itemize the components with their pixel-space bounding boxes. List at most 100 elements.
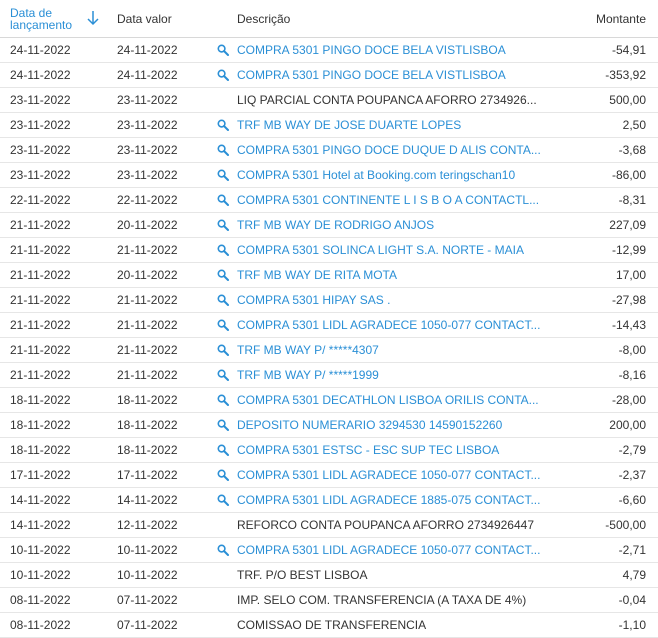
data-lancamento-cell: 21-11-2022 [10,343,71,357]
description-link[interactable]: COMPRA 5301 DECATHLON LISBOA ORILIS CONT… [237,393,539,407]
table-body: 24-11-2022 24-11-2022 COMPRA 5301 PINGO DO… [0,38,658,638]
table-row[interactable]: 10-11-2022 10-11-2022 COMPRA 5301 LIDL AGR… [0,538,658,563]
data-lancamento-cell: 21-11-2022 [10,243,71,257]
search-icon[interactable] [217,388,233,412]
table-row[interactable]: 23-11-2022 23-11-2022 LIQ PARCIAL CONTA PO… [0,88,658,113]
montante-cell: -8,16 [618,368,646,382]
montante-cell: -6,60 [618,493,646,507]
description-link[interactable]: TRF MB WAY P/ *****1999 [237,368,379,382]
data-lancamento-cell: 21-11-2022 [10,293,71,307]
search-icon[interactable] [217,313,233,337]
table-row[interactable]: 21-11-2022 21-11-2022 TRF MB WAY P/ *****4… [0,338,658,363]
table-row[interactable]: 18-11-2022 18-11-2022 COMPRA 5301 ESTSC - … [0,438,658,463]
table-row[interactable]: 23-11-2022 23-11-2022 TRF MB WAY DE JOSE D… [0,113,658,138]
table-row[interactable]: 08-11-2022 07-11-2022 IMP. SELO COM. TRANS… [0,588,658,613]
description-link[interactable]: TRF MB WAY DE RITA MOTA [237,268,398,282]
table-row[interactable]: 08-11-2022 07-11-2022 COMISSAO DE TRANSFER… [0,613,658,638]
table-row[interactable]: 22-11-2022 22-11-2022 COMPRA 5301 CONTINEN… [0,188,658,213]
table-row[interactable]: 23-11-2022 23-11-2022 COMPRA 5301 Hotel at… [0,163,658,188]
description-link[interactable]: TRF MB WAY P/ *****4307 [237,343,379,357]
montante-cell: -1,10 [618,618,646,632]
data-valor-cell: 18-11-2022 [117,418,178,432]
table-row[interactable]: 21-11-2022 21-11-2022 COMPRA 5301 SOLINCA … [0,238,658,263]
search-icon[interactable] [217,288,233,312]
data-lancamento-cell: 24-11-2022 [10,43,71,57]
description-link[interactable]: COMPRA 5301 PINGO DOCE BELA VISTLISBOA [237,43,506,57]
data-lancamento-cell: 21-11-2022 [10,368,71,382]
data-valor-cell: 12-11-2022 [117,518,178,532]
data-lancamento-cell: 23-11-2022 [10,118,71,132]
table-row[interactable]: 17-11-2022 17-11-2022 COMPRA 5301 LIDL AGR… [0,463,658,488]
description-link[interactable]: COMPRA 5301 LIDL AGRADECE 1885-075 CONTA… [237,493,541,507]
data-lancamento-cell: 14-11-2022 [10,493,71,507]
data-lancamento-cell: 24-11-2022 [10,68,71,82]
data-valor-cell: 07-11-2022 [117,593,178,607]
table-row[interactable]: 24-11-2022 24-11-2022 COMPRA 5301 PINGO DO… [0,38,658,63]
column-header-data-valor[interactable]: Data valor [117,11,172,26]
data-valor-cell: 23-11-2022 [117,93,178,107]
data-valor-cell: 21-11-2022 [117,343,178,357]
table-row[interactable]: 18-11-2022 18-11-2022 DEPOSITO NUMERARIO 3… [0,413,658,438]
data-valor-cell: 10-11-2022 [117,543,178,557]
description-link[interactable]: COMPRA 5301 Hotel at Booking.com terings… [237,168,516,182]
search-icon[interactable] [217,38,233,62]
description-link[interactable]: TRF MB WAY DE RODRIGO ANJOS [237,218,435,232]
column-header-data-lancamento[interactable]: Data de lançamento [10,0,110,37]
table-row[interactable]: 24-11-2022 24-11-2022 COMPRA 5301 PINGO DO… [0,63,658,88]
search-icon[interactable] [217,188,233,212]
table-row[interactable]: 23-11-2022 23-11-2022 COMPRA 5301 PINGO DO… [0,138,658,163]
data-lancamento-cell: 23-11-2022 [10,168,71,182]
description-link[interactable]: COMPRA 5301 CONTINENTE L I S B O A CONTA… [237,193,540,207]
montante-cell: 2,50 [622,118,646,132]
data-lancamento-cell: 21-11-2022 [10,218,71,232]
montante-cell: 500,00 [609,93,646,107]
search-icon[interactable] [217,138,233,162]
search-icon[interactable] [217,363,233,387]
table-row[interactable]: 21-11-2022 20-11-2022 TRF MB WAY DE RITA M… [0,263,658,288]
table-row[interactable]: 21-11-2022 20-11-2022 TRF MB WAY DE RODRIG… [0,213,658,238]
data-valor-cell: 20-11-2022 [117,268,178,282]
data-valor-cell: 14-11-2022 [117,493,178,507]
data-lancamento-cell: 18-11-2022 [10,393,71,407]
description-text: IMP. SELO COM. TRANSFERENCIA (A TAXA DE … [237,593,527,607]
description-link[interactable]: TRF MB WAY DE JOSE DUARTE LOPES [237,118,462,132]
description-link[interactable]: COMPRA 5301 PINGO DOCE BELA VISTLISBOA [237,68,506,82]
search-icon[interactable] [217,63,233,87]
search-icon[interactable] [217,463,233,487]
montante-cell: -8,31 [618,193,646,207]
table-row[interactable]: 21-11-2022 21-11-2022 COMPRA 5301 HIPAY SA… [0,288,658,313]
description-link[interactable]: COMPRA 5301 LIDL AGRADECE 1050-077 CONTA… [237,543,541,557]
column-header-descricao[interactable]: Descrição [237,11,291,26]
description-link[interactable]: COMPRA 5301 LIDL AGRADECE 1050-077 CONTA… [237,468,541,482]
search-icon[interactable] [217,488,233,512]
search-icon[interactable] [217,438,233,462]
table-row[interactable]: 14-11-2022 12-11-2022 REFORCO CONTA POUPAN… [0,513,658,538]
table-row[interactable]: 14-11-2022 14-11-2022 COMPRA 5301 LIDL AGR… [0,488,658,513]
search-icon[interactable] [217,238,233,262]
table-row[interactable]: 21-11-2022 21-11-2022 TRF MB WAY P/ *****1… [0,363,658,388]
montante-cell: -2,37 [618,468,646,482]
table-row[interactable]: 21-11-2022 21-11-2022 COMPRA 5301 LIDL AGR… [0,313,658,338]
montante-cell: -8,00 [618,343,646,357]
montante-cell: 17,00 [615,268,646,282]
montante-cell: -54,91 [611,43,646,57]
table-row[interactable]: 18-11-2022 18-11-2022 COMPRA 5301 DECATHLO… [0,388,658,413]
search-icon[interactable] [217,113,233,137]
search-icon[interactable] [217,413,233,437]
data-valor-cell: 18-11-2022 [117,443,178,457]
description-link[interactable]: COMPRA 5301 HIPAY SAS . [237,293,391,307]
search-icon[interactable] [217,338,233,362]
description-link[interactable]: COMPRA 5301 SOLINCA LIGHT S.A. NORTE - M… [237,243,524,257]
table-row[interactable]: 10-11-2022 10-11-2022 TRF. P/O BEST LISBOA… [0,563,658,588]
column-header-montante[interactable]: Montante [595,11,646,26]
search-icon[interactable] [217,263,233,287]
description-link[interactable]: COMPRA 5301 LIDL AGRADECE 1050-077 CONTA… [237,318,541,332]
search-icon[interactable] [217,213,233,237]
description-link[interactable]: COMPRA 5301 ESTSC - ESC SUP TEC LISBOA [237,443,500,457]
sort-arrow-down-icon[interactable] [86,9,100,27]
montante-cell: 4,79 [622,568,646,582]
search-icon[interactable] [217,538,233,562]
description-link[interactable]: COMPRA 5301 PINGO DOCE DUQUE D ALIS CONT… [237,143,541,157]
description-link[interactable]: DEPOSITO NUMERARIO 3294530 14590152260 [237,418,503,432]
search-icon[interactable] [217,163,233,187]
